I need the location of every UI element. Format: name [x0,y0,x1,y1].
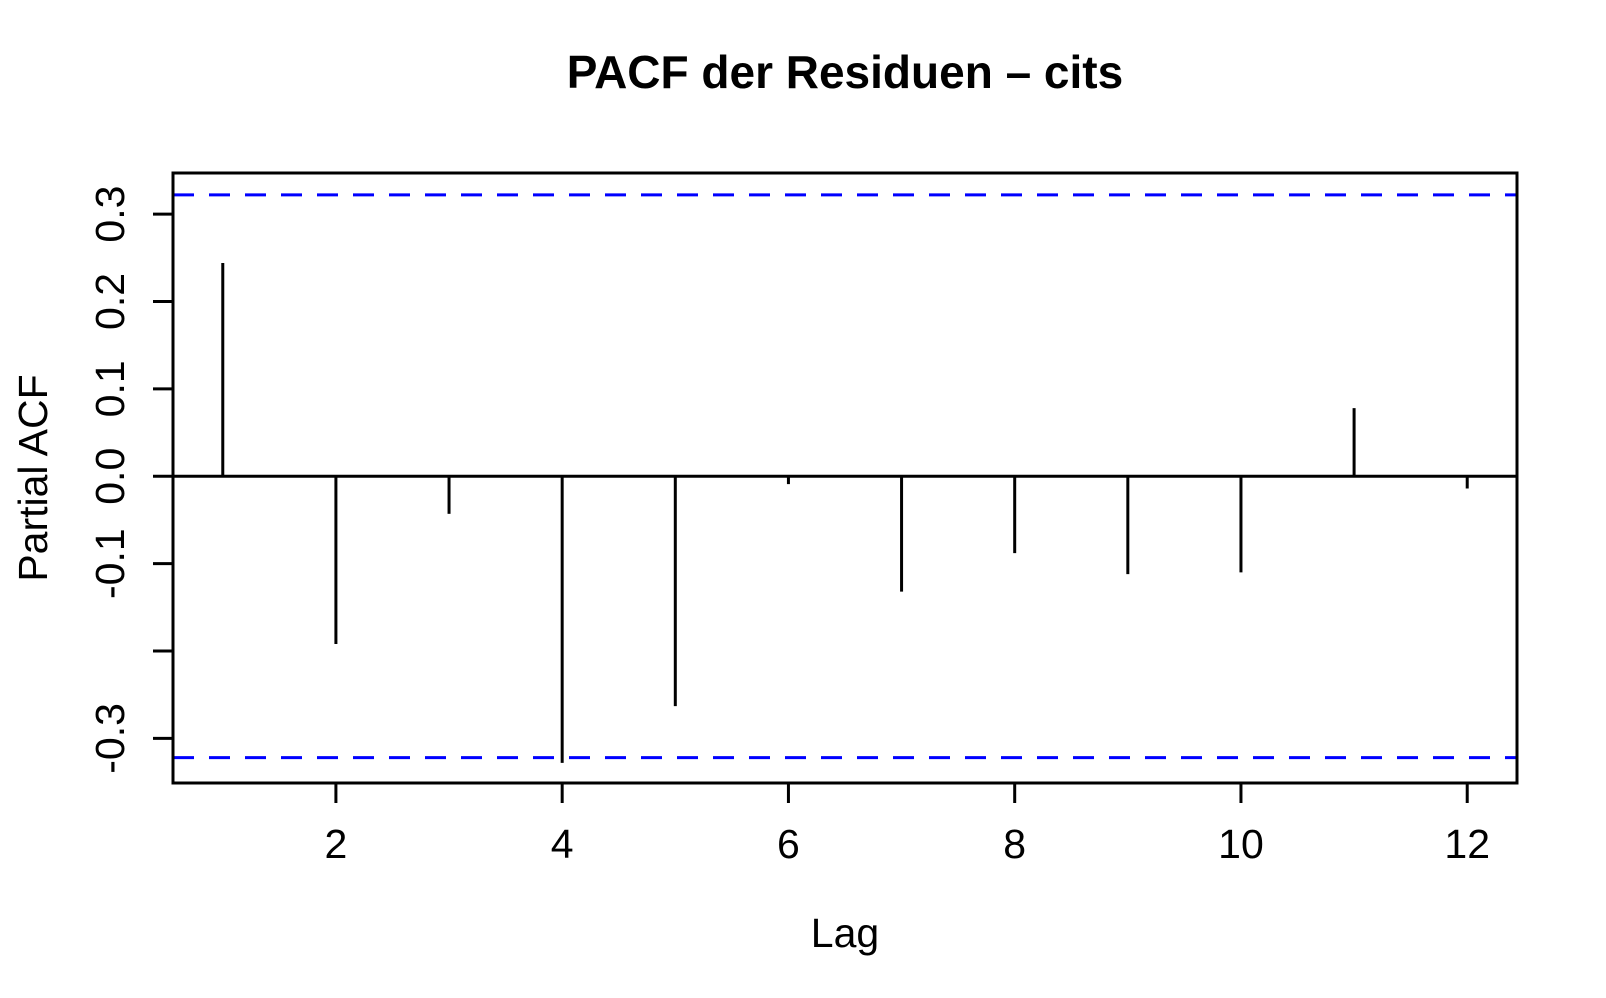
plot-layers: 2 4 6 8 10 12 0.3 0.2 0.1 0.0 -0.1 -0.3 [87,171,1519,867]
x-tick-label-2: 2 [325,821,348,867]
x-tick-label-10: 10 [1218,821,1264,867]
plot-border [171,171,1519,785]
x-tick-label-12: 12 [1444,821,1490,867]
y-tick-label-0.1: 0.1 [87,360,133,417]
x-axis-title: Lag [811,910,879,956]
y-tick-label--0.1: -0.1 [87,528,133,599]
y-tick-label-0.2: 0.2 [87,273,133,330]
chart-title: PACF der Residuen – cits [567,46,1123,98]
x-tick-label-4: 4 [551,821,574,867]
y-axis-title: Partial ACF [10,374,56,581]
x-tick-label-8: 8 [1003,821,1026,867]
x-tick-label-6: 6 [777,821,800,867]
y-tick-label-0.0: 0.0 [87,448,133,505]
y-tick-label-0.3: 0.3 [87,186,133,243]
y-tick-label--0.3: -0.3 [87,703,133,774]
